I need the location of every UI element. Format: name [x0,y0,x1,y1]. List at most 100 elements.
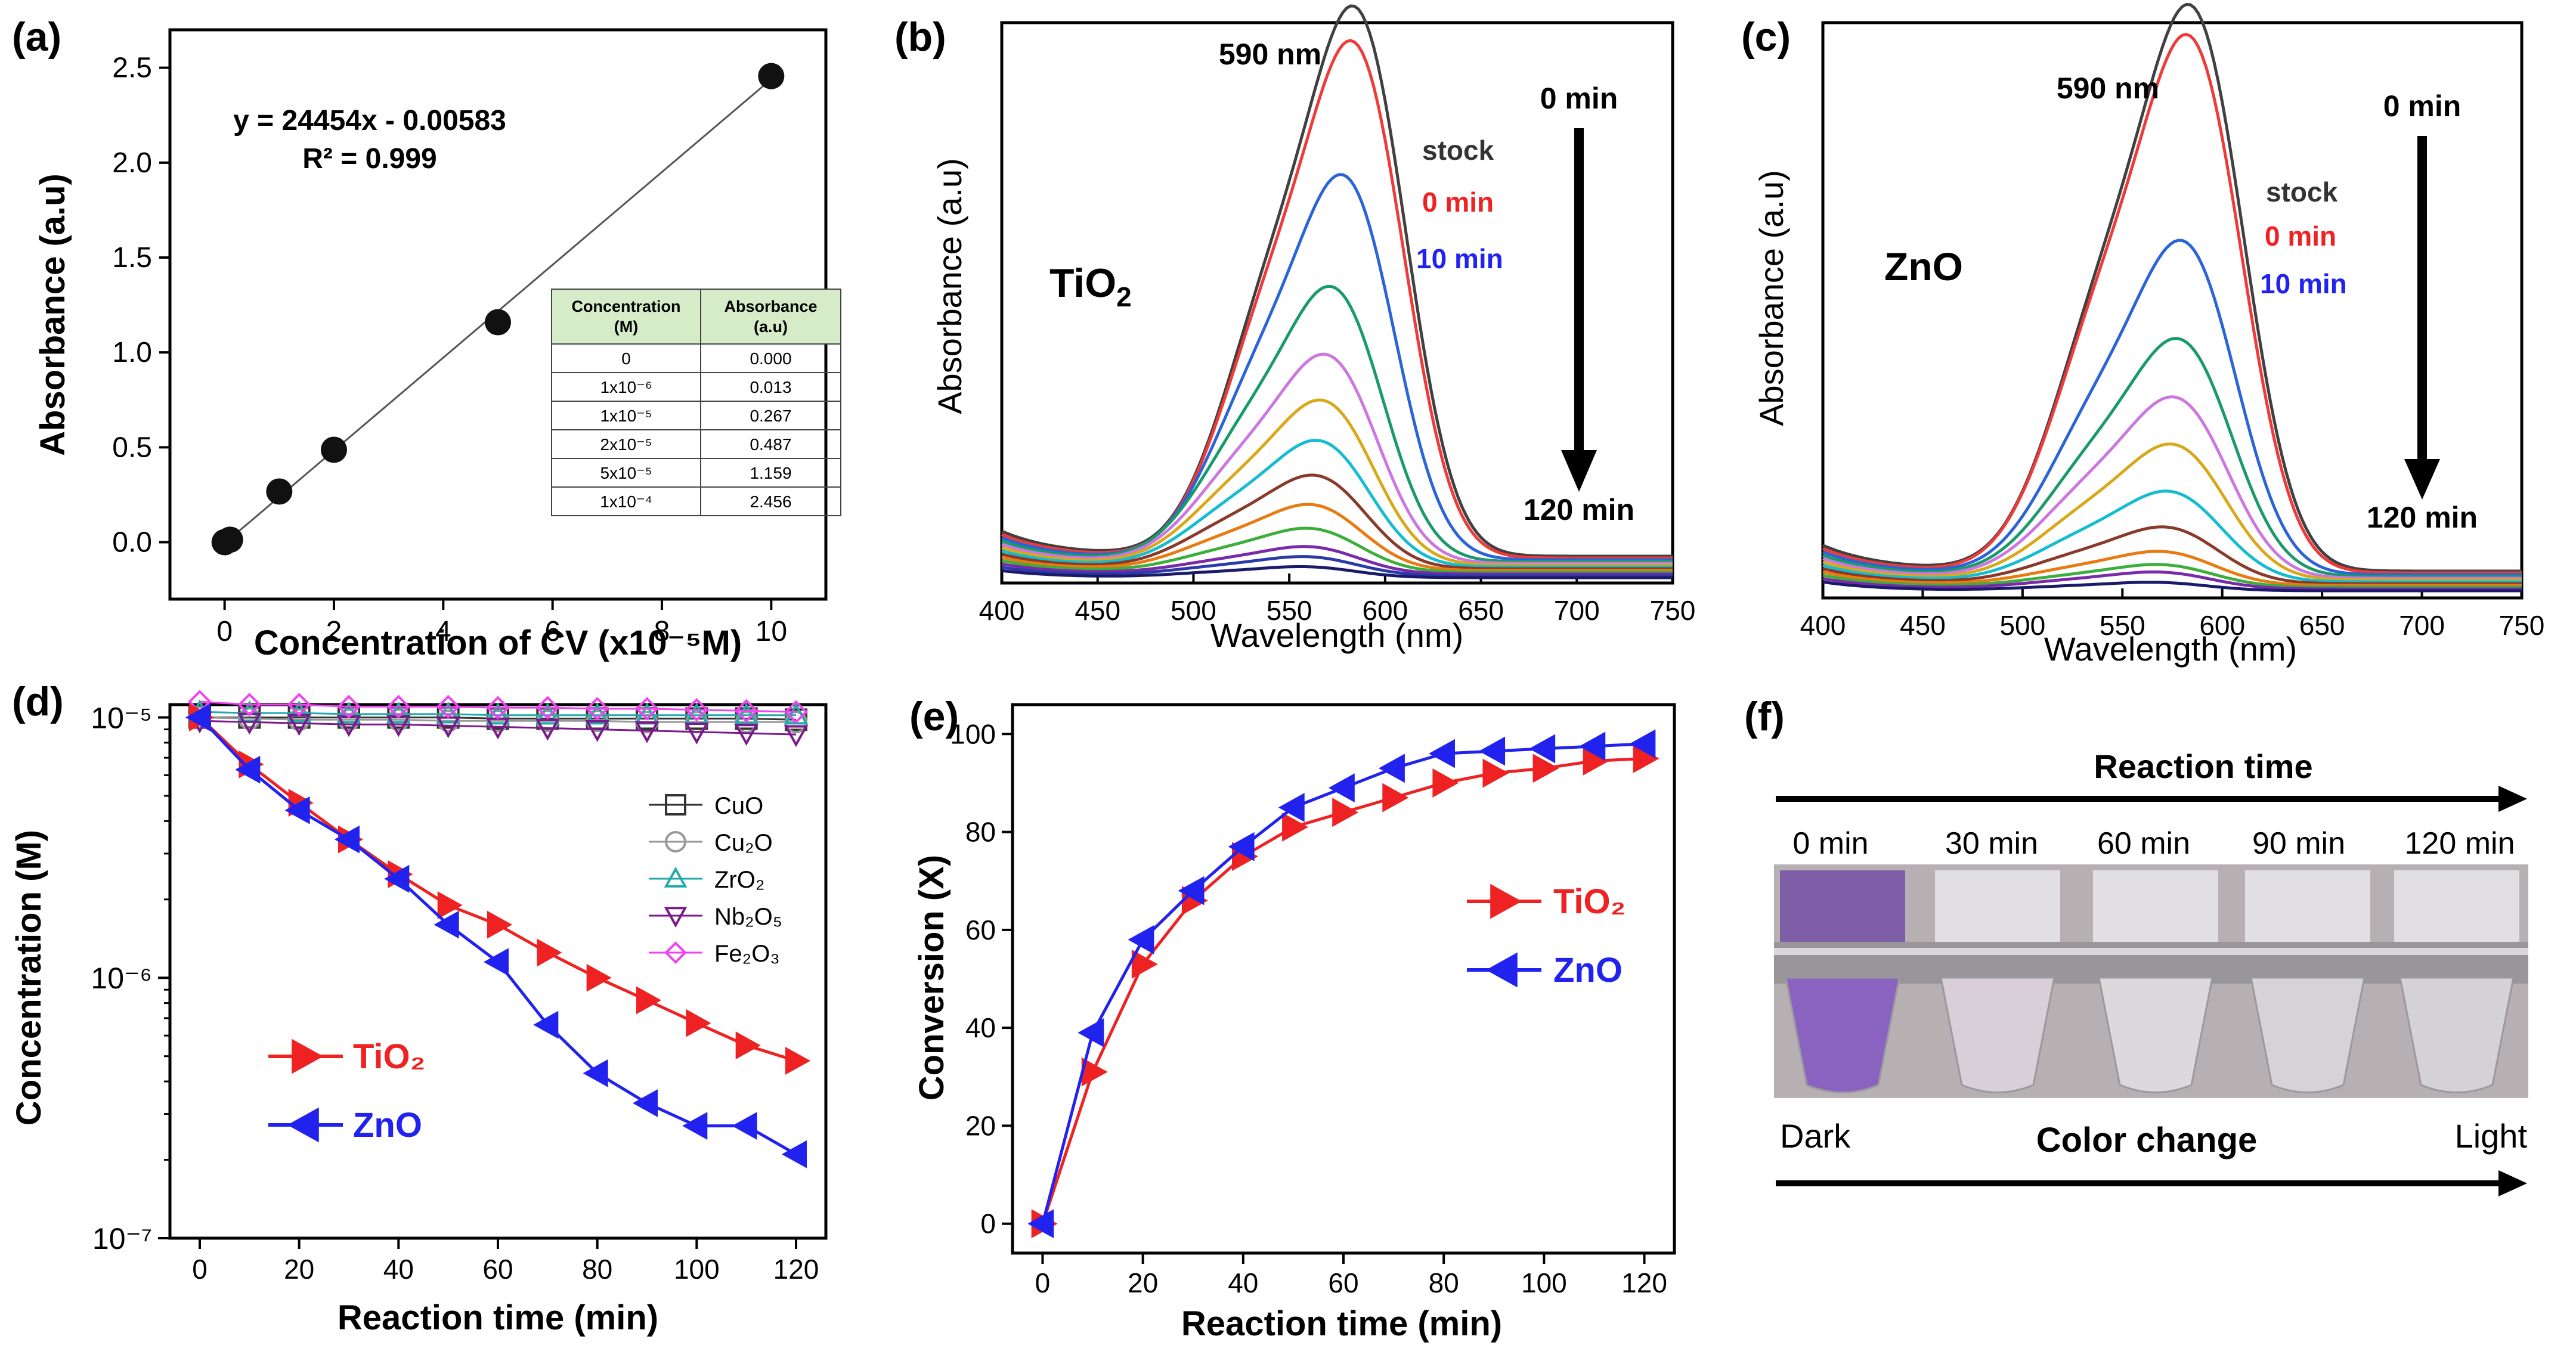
panel-e-marker [1228,832,1255,861]
panel-c-x-tick-label: 500 [1999,610,2045,641]
panel-b-curve-20min [1001,284,1673,563]
panel-b-curve-120min [1001,565,1673,579]
panel-a-table-cell: 1x10⁻⁴ [600,492,652,511]
panel-d-legend-main: TiO₂ ZnO [268,1037,425,1145]
panel-e-series-line-TiO₂ [1041,756,1645,1224]
panel-d-x-tick-label: 80 [582,1254,612,1285]
panel-c-legend-stock: stock [2266,176,2338,207]
panel-d-marker [636,986,662,1015]
panel-d-legend-main-label: ZnO [353,1106,422,1145]
panel-b-curve-60min [1001,473,1673,571]
panel-d-legend-marker [664,907,688,928]
panel-d-series-line-TiO₂ [199,716,797,1062]
panel-d-marker [686,1009,711,1037]
panel-d-marker [436,694,460,719]
panel-d-legend-label: ZrO₂ [714,867,764,893]
panel-c-legend-10min: 10 min [2260,268,2347,299]
photo-vial-body [1940,976,2055,1093]
photo-top-arrow-head [2498,786,2527,812]
panel-d-marker [487,910,513,939]
panel-a-table-cell: 5x10⁻⁵ [600,464,652,482]
panel-a-x-tick-label: 10 [756,616,787,647]
panel-d-x-tick-label: 0 [192,1254,208,1285]
panel-a-y-tick-label: 1.5 [112,242,152,274]
panel-c-x-tick-label: 450 [1900,610,1946,641]
photo-vial-body [2250,976,2366,1093]
panel-e-x-tick-label: 120 [1621,1267,1667,1298]
panel-d-marker [732,1112,757,1140]
panel-d-legend-label: Nb₂O₅ [714,904,782,930]
panel-d-marker [632,1089,658,1117]
panel-c-curve-90min [1822,570,2522,591]
panel-e-marker [1532,754,1559,783]
panel-d-marker [781,1140,807,1168]
panel-d-marker [237,693,262,717]
panel-a-x-tick-label: 6 [544,616,561,647]
panel-e-x-tick-label: 60 [1328,1267,1358,1298]
photo-vial-body [2098,976,2213,1093]
panel-e-y-tick-label: 100 [950,718,996,749]
panel-e-marker [1332,798,1359,827]
panel-e-y-tick-label: 60 [965,914,996,945]
panel-c-arrow-top-label: 0 min [2383,89,2462,123]
panel-d-legend-label: CuO [714,793,763,819]
panel-b-x-tick-label: 750 [1650,595,1696,626]
panel-e-y-tick-label: 40 [965,1012,996,1043]
panel-b-curve-70min [1001,503,1673,572]
panel-d-marker [734,699,758,723]
panel-d-legend-marker [664,941,687,964]
panel-a-x-label: Concentration of CV (x10⁻⁵M) [254,624,742,662]
panel-e-x-tick-label: 100 [1521,1267,1567,1298]
photo-top-label: Reaction time [2094,748,2312,785]
panel-d-marker [387,708,410,731]
panel-c-curve-30min [1822,395,2522,580]
panel-d-marker [434,910,459,939]
panel-a-table-cell: 0.013 [750,378,791,396]
panel-b-curve-80min [1001,526,1673,574]
panel-label-b: (b) [894,14,946,60]
photo-vial-body [2399,976,2515,1093]
panel-c-catalyst-label: ZnO [1884,244,1963,289]
panel-c-x-label: Wavelength (nm) [2044,630,2297,668]
panel-c-curve-20min [1822,337,2522,578]
panel-a-x-tick-label: 0 [216,616,233,647]
panel-d-marker [238,707,261,730]
panel-e-marker [1178,876,1205,906]
panel-d-marker [585,720,610,742]
panel-d-series-line-Nb₂O₅ [199,720,797,736]
panel-c-legend-0min: 0 min [2265,221,2336,252]
panel-d-legend-main-marker [287,1107,319,1143]
panel-d-marker [684,723,709,745]
panel-b-x-label: Wavelength (nm) [1210,616,1463,654]
panel-d-concentration-chart: 0 20 40 60 80 100 120 10⁻⁷ 10⁻⁶ 10⁻⁵ CuO Cu₂O ZrO₂ N… [10,690,828,1337]
panel-d-marker [784,700,808,724]
panel-a-r-squared: R² = 0.999 [302,143,436,175]
panel-a-y-tick-label: 0.5 [112,432,152,463]
panel-d-x-tick-label: 40 [383,1254,414,1285]
panel-b-x-tick-label: 650 [1458,595,1504,626]
panel-d-legend: CuO Cu₂O ZrO₂ Nb₂O₅ Fe₂O₃ [649,793,782,967]
panel-e-legend-marker [1485,952,1518,988]
panel-e-marker [1278,793,1305,822]
panel-d-marker [235,755,261,784]
panel-d-series [185,690,811,1168]
panel-a-table-cell: 1x10⁻⁶ [600,378,652,396]
panel-d-marker [185,703,210,731]
panel-e-marker [1131,949,1158,979]
panel-d-marker [682,1112,708,1140]
panel-d-marker [287,693,311,717]
panel-a-x-tick-label: 2 [326,616,342,647]
panel-d-marker [533,1010,559,1039]
panel-e-series [1027,729,1659,1239]
photo-bottom-label: Color change [2036,1121,2258,1159]
panel-e-x-tick-label: 40 [1228,1267,1258,1298]
panel-e-legend-marker [1490,883,1522,919]
panel-label-a: (a) [12,14,61,60]
panel-a-table-header: Absorbance (a.u) [724,297,817,336]
panel-b-tio2-spectra: 400 450 500 550 600 650 700 750 590 nm 0 min 12… [931,4,1696,654]
panel-d-marker [585,697,609,721]
photo-right-label: Light [2455,1117,2528,1155]
panel-b-peak-label: 590 nm [1219,38,1321,71]
panel-b-arrow-top-label: 0 min [1540,82,1618,115]
